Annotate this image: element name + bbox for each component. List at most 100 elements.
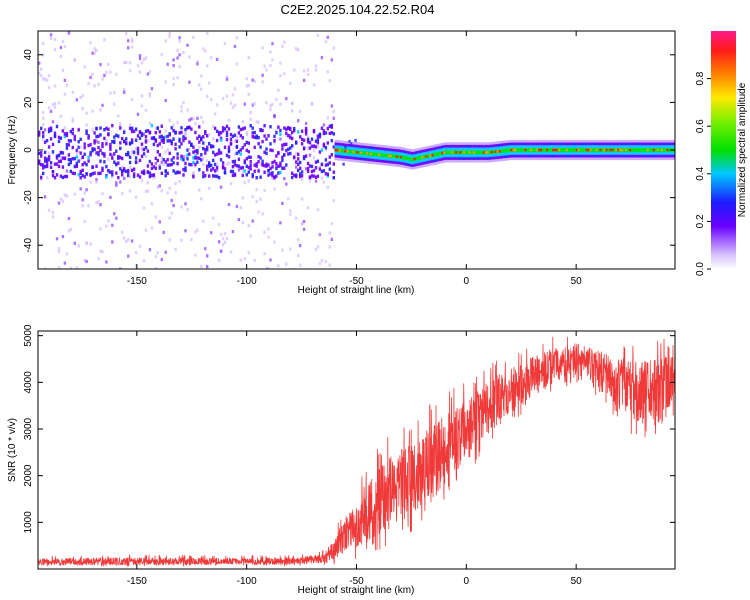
spectrogram-cell (445, 147, 448, 152)
spectrogram-cell (445, 153, 448, 158)
spectrogram-cell (429, 154, 433, 157)
spectrogram-cell (629, 139, 632, 144)
spectrogram-cell (583, 145, 586, 149)
spectrogram-cell (641, 145, 644, 149)
spectrogram-cell (364, 148, 367, 152)
spectrogram-cell (380, 150, 383, 154)
spectrogram-cell (306, 166, 310, 171)
spectrogram-cell (401, 158, 405, 163)
spectrogram-cell (413, 157, 417, 161)
spectrogram-cell (119, 141, 122, 145)
spectrogram-cell (561, 153, 565, 158)
spectrogram-cell (235, 36, 239, 40)
spectrogram-cell (530, 139, 533, 144)
spectrogram-cell (253, 163, 256, 167)
spectrogram-cell (253, 145, 256, 150)
spectrogram-cell (429, 148, 432, 152)
spectrogram-cell (297, 161, 300, 165)
spectrogram-cell (225, 153, 229, 158)
spectrogram-cell (514, 142, 517, 147)
spectrogram-cell (107, 157, 110, 161)
spectrogram-cell (399, 163, 403, 168)
spectrogram-cell (427, 148, 430, 153)
spectrogram-cell (109, 70, 112, 74)
spectrogram-cell (469, 147, 472, 152)
spectrogram-cell (629, 148, 633, 152)
spectrogram-cell (415, 153, 418, 158)
spectrogram-cell (184, 202, 187, 206)
spectrogram-cell (289, 212, 292, 216)
spectrogram-cell (223, 240, 227, 244)
spectrogram-cell (308, 146, 312, 150)
spectrogram-cell (565, 156, 569, 161)
spectrogram-cell (69, 169, 72, 174)
spectrogram-cell (635, 156, 638, 161)
spectrogram-cell (431, 156, 434, 161)
spectrogram-cell (217, 176, 221, 180)
spectrogram-cell (385, 148, 389, 152)
spectrogram-cell (97, 82, 100, 86)
spectrogram-cell (441, 157, 444, 161)
spectrogram-cell (565, 148, 569, 152)
spectrogram-cell (437, 143, 440, 148)
spectrogram-cell (281, 166, 284, 170)
spectrogram-cell (247, 141, 250, 145)
spectrogram-cell (439, 148, 442, 153)
spectrogram-cell (45, 159, 49, 164)
spectrogram-cell (415, 165, 418, 169)
spectrogram-cell (583, 156, 586, 161)
spectrogram-cell (312, 83, 316, 87)
spectrogram-cell (65, 83, 69, 87)
spectrogram-cell (550, 151, 553, 155)
spectrogram-cell (425, 163, 428, 167)
spectrogram-cell (433, 153, 436, 157)
spectrogram-cell (508, 145, 511, 149)
spectrogram-cell (443, 156, 446, 161)
spectrogram-cell (299, 135, 302, 139)
snr-x-tick-label: -50 (349, 576, 364, 587)
spectrogram-cell (63, 174, 67, 179)
spectrogram-cell (668, 145, 671, 149)
spectrogram-cell (146, 181, 150, 185)
spectrogram-cell (85, 131, 88, 135)
spectrogram-cell (431, 145, 434, 149)
spectrogram-cell (269, 107, 272, 112)
spectrogram-cell (306, 146, 310, 150)
spectrogram-cell (38, 72, 41, 76)
spectrogram-cell (384, 161, 387, 166)
spectrogram-cell (407, 165, 411, 169)
spectrogram-cell (322, 129, 326, 133)
spectrogram-cell (648, 148, 652, 152)
spectrogram-cell (59, 150, 63, 155)
spectrogram-cell (421, 161, 424, 165)
spectrogram-cell (168, 139, 171, 143)
spectrogram-cell (166, 134, 169, 139)
spectrogram-cell (87, 134, 90, 138)
spectrogram-cell (380, 158, 383, 163)
spectrogram-cell (514, 145, 517, 149)
spectrogram-cell (486, 153, 490, 158)
spectrogram-cell (625, 156, 628, 161)
spectrogram-cell (281, 143, 284, 147)
spectrogram-cell (639, 142, 642, 147)
spectrogram-cell (548, 148, 551, 152)
spectrogram-cell (484, 156, 488, 160)
spectrogram-cell (623, 145, 626, 149)
spectrogram-cell (437, 155, 440, 159)
spectrogram-cell (42, 137, 45, 141)
spectrogram-cell (263, 124, 266, 128)
spectrogram-cell (478, 156, 482, 160)
spectrogram-cell (641, 151, 644, 155)
spectrogram-cell (198, 83, 201, 87)
spectrogram-cell (297, 152, 300, 156)
spectrogram-cell (261, 73, 264, 77)
spectrogram-cell (81, 163, 84, 167)
spectrogram-cell (346, 146, 349, 150)
spectrogram-cell (164, 160, 167, 164)
spectrogram-cell (125, 239, 128, 243)
spectrogram-cell (53, 37, 57, 41)
spectrogram-cell (253, 102, 256, 106)
spectrogram-cell (47, 145, 51, 149)
spectrogram-cell (128, 166, 132, 170)
spectrogram-cell (61, 156, 65, 160)
